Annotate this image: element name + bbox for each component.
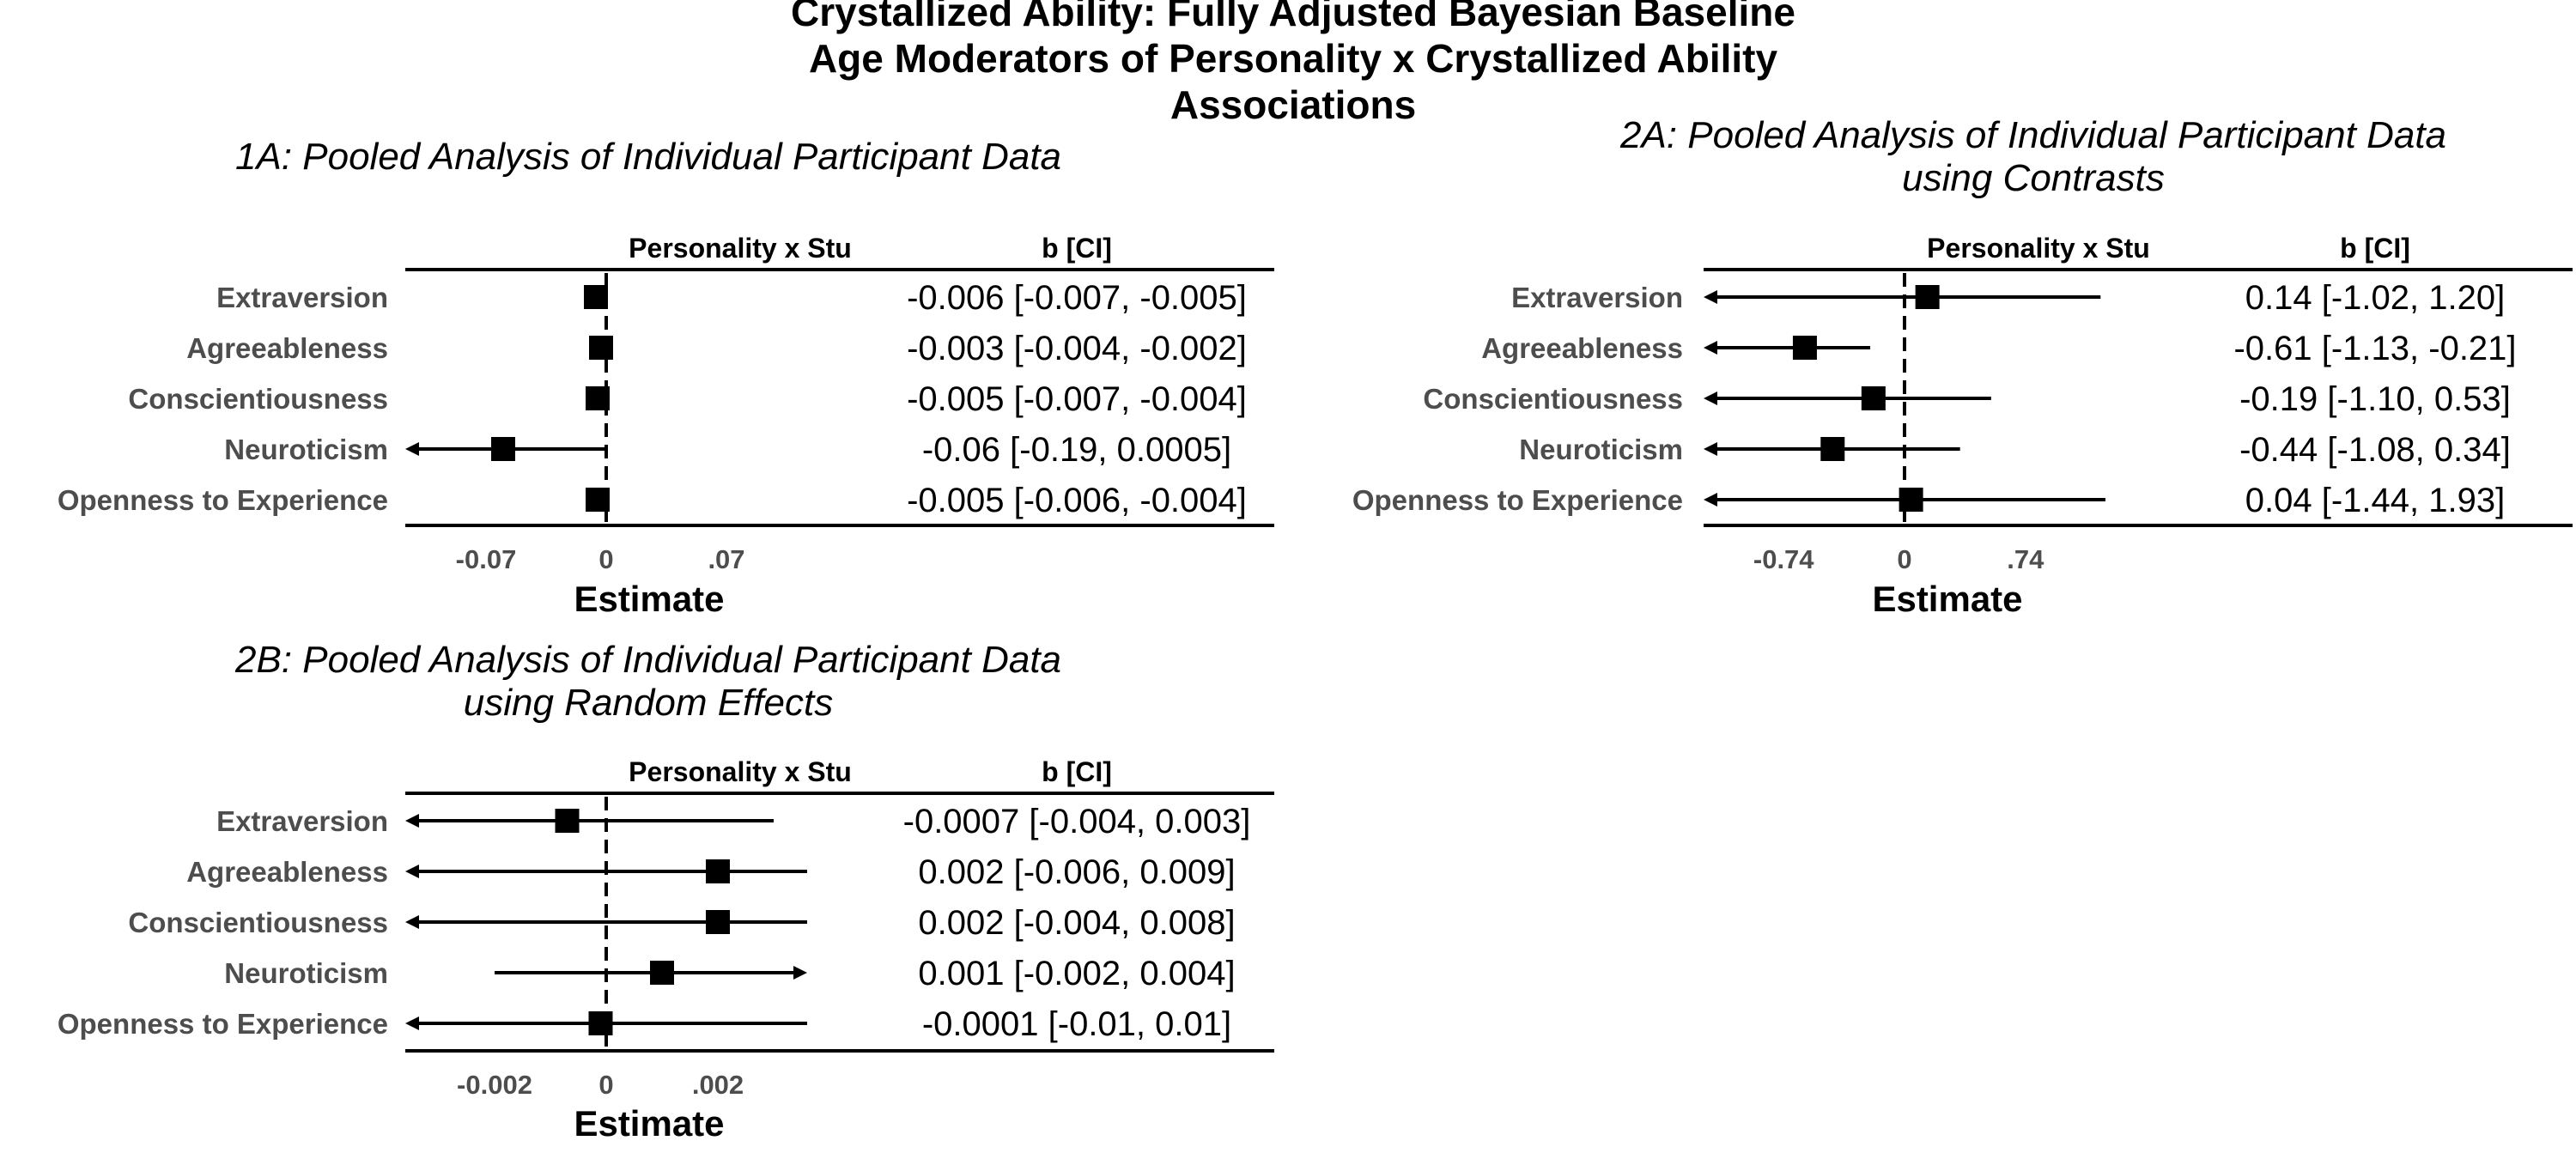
row-label: Openness to Experience (1352, 484, 1683, 516)
panel-title-line: 2B: Pooled Analysis of Individual Partic… (234, 639, 1061, 681)
point-estimate-marker (586, 488, 610, 512)
ci-value-text: -0.0007 [-0.004, 0.003] (903, 803, 1251, 840)
row-label: Openness to Experience (58, 1008, 388, 1040)
row-label: Neuroticism (1519, 434, 1683, 465)
ci-left-arrow (1704, 391, 1717, 405)
point-estimate-marker (1915, 285, 1940, 309)
ci-left-arrow (405, 1016, 419, 1030)
figure-title-line-2: Age Moderators of Personality x Crystall… (809, 36, 1778, 81)
row-label: Agreeableness (186, 332, 388, 364)
x-axis-title: Estimate (574, 579, 724, 619)
ci-value-text: -0.005 [-0.007, -0.004] (907, 380, 1247, 418)
row-label: Agreeableness (1481, 332, 1683, 364)
ci-left-arrow (405, 814, 419, 828)
point-estimate-marker (491, 437, 515, 461)
column-header-ci: b [CI] (2340, 233, 2410, 264)
ci-value-text: -0.0001 [-0.01, 0.01] (922, 1005, 1231, 1043)
ci-value-text: 0.04 [-1.44, 1.93] (2245, 482, 2505, 519)
ci-left-arrow (1704, 493, 1717, 507)
ci-value-text: 0.001 [-0.002, 0.004] (918, 955, 1235, 992)
panel-title-line: 1A: Pooled Analysis of Individual Partic… (235, 136, 1061, 178)
ci-value-text: -0.06 [-0.19, 0.0005] (922, 431, 1231, 469)
point-estimate-marker (706, 910, 730, 934)
ci-left-arrow (1704, 442, 1717, 456)
row-label: Conscientiousness (1423, 383, 1683, 415)
x-tick-label: 0 (598, 1070, 613, 1100)
ci-value-text: -0.005 [-0.006, -0.004] (907, 482, 1247, 519)
row-label: Neuroticism (224, 957, 388, 989)
x-tick-label: 0 (1897, 544, 1911, 574)
panel-2a: 2A: Pooled Analysis of Individual Partic… (1352, 114, 2573, 619)
row-label: Extraversion (1511, 282, 1683, 313)
column-header-ci: b [CI] (1042, 756, 1112, 787)
figure-title-line-1: Crystallized Ability: Fully Adjusted Bay… (791, 0, 1795, 34)
point-estimate-marker (1861, 386, 1886, 410)
ci-value-text: 0.14 [-1.02, 1.20] (2245, 279, 2505, 317)
point-estimate-marker (650, 961, 674, 985)
x-tick-label: .07 (708, 544, 744, 574)
point-estimate-marker (588, 1011, 613, 1035)
column-header-personality: Personality x Study Baseline Age (629, 756, 1063, 787)
point-estimate-marker (1792, 336, 1817, 360)
x-axis-title: Estimate (574, 1103, 724, 1144)
point-estimate-marker (1820, 437, 1845, 461)
ci-right-arrow (793, 966, 807, 980)
ci-left-arrow (1704, 290, 1717, 304)
ci-left-arrow (405, 915, 419, 929)
point-estimate-marker (1899, 488, 1923, 512)
column-header-personality: Personality x Study Baseline Age (629, 233, 1063, 264)
panel-title-line: using Contrasts (1902, 157, 2165, 199)
x-tick-label: 0 (598, 544, 613, 574)
row-label: Agreeableness (186, 856, 388, 888)
row-label: Extraversion (216, 805, 388, 837)
ci-value-text: -0.19 [-1.10, 0.53] (2239, 380, 2511, 418)
panel-title-line: 2A: Pooled Analysis of Individual Partic… (1619, 114, 2446, 156)
x-tick-label: .002 (692, 1070, 744, 1100)
ci-value-text: 0.002 [-0.004, 0.008] (918, 904, 1235, 942)
x-tick-label: -0.07 (456, 544, 517, 574)
column-header-ci: b [CI] (1042, 233, 1112, 264)
ci-value-text: -0.44 [-1.08, 0.34] (2239, 431, 2511, 469)
row-label: Openness to Experience (58, 484, 388, 516)
ci-left-arrow (405, 865, 419, 878)
figure-title: Crystallized Ability: Fully Adjusted Bay… (791, 0, 1795, 127)
column-header-personality: Personality x Study Baseline Age (1927, 233, 2361, 264)
row-label: Neuroticism (224, 434, 388, 465)
figure-title-line-3: Associations (1170, 82, 1416, 127)
ci-value-text: -0.006 [-0.007, -0.005] (907, 279, 1247, 317)
x-tick-label: -0.74 (1753, 544, 1814, 574)
ci-value-text: -0.61 [-1.13, -0.21] (2233, 330, 2516, 367)
point-estimate-marker (586, 386, 610, 410)
panel-title-line: using Random Effects (464, 682, 833, 724)
row-label: Extraversion (216, 282, 388, 313)
x-axis-title: Estimate (1872, 579, 2022, 619)
panel-1a: 1A: Pooled Analysis of Individual Partic… (58, 136, 1274, 619)
ci-left-arrow (405, 442, 419, 456)
point-estimate-marker (584, 285, 608, 309)
row-label: Conscientiousness (128, 907, 388, 938)
row-label: Conscientiousness (128, 383, 388, 415)
panel-2b: 2B: Pooled Analysis of Individual Partic… (58, 639, 1274, 1144)
ci-value-text: -0.003 [-0.004, -0.002] (907, 330, 1247, 367)
ci-value-text: 0.002 [-0.006, 0.009] (918, 853, 1235, 891)
x-tick-label: -0.002 (457, 1070, 532, 1100)
point-estimate-marker (706, 859, 730, 883)
ci-left-arrow (1704, 341, 1717, 355)
x-tick-label: .74 (2007, 544, 2044, 574)
point-estimate-marker (555, 809, 580, 833)
point-estimate-marker (589, 336, 613, 360)
